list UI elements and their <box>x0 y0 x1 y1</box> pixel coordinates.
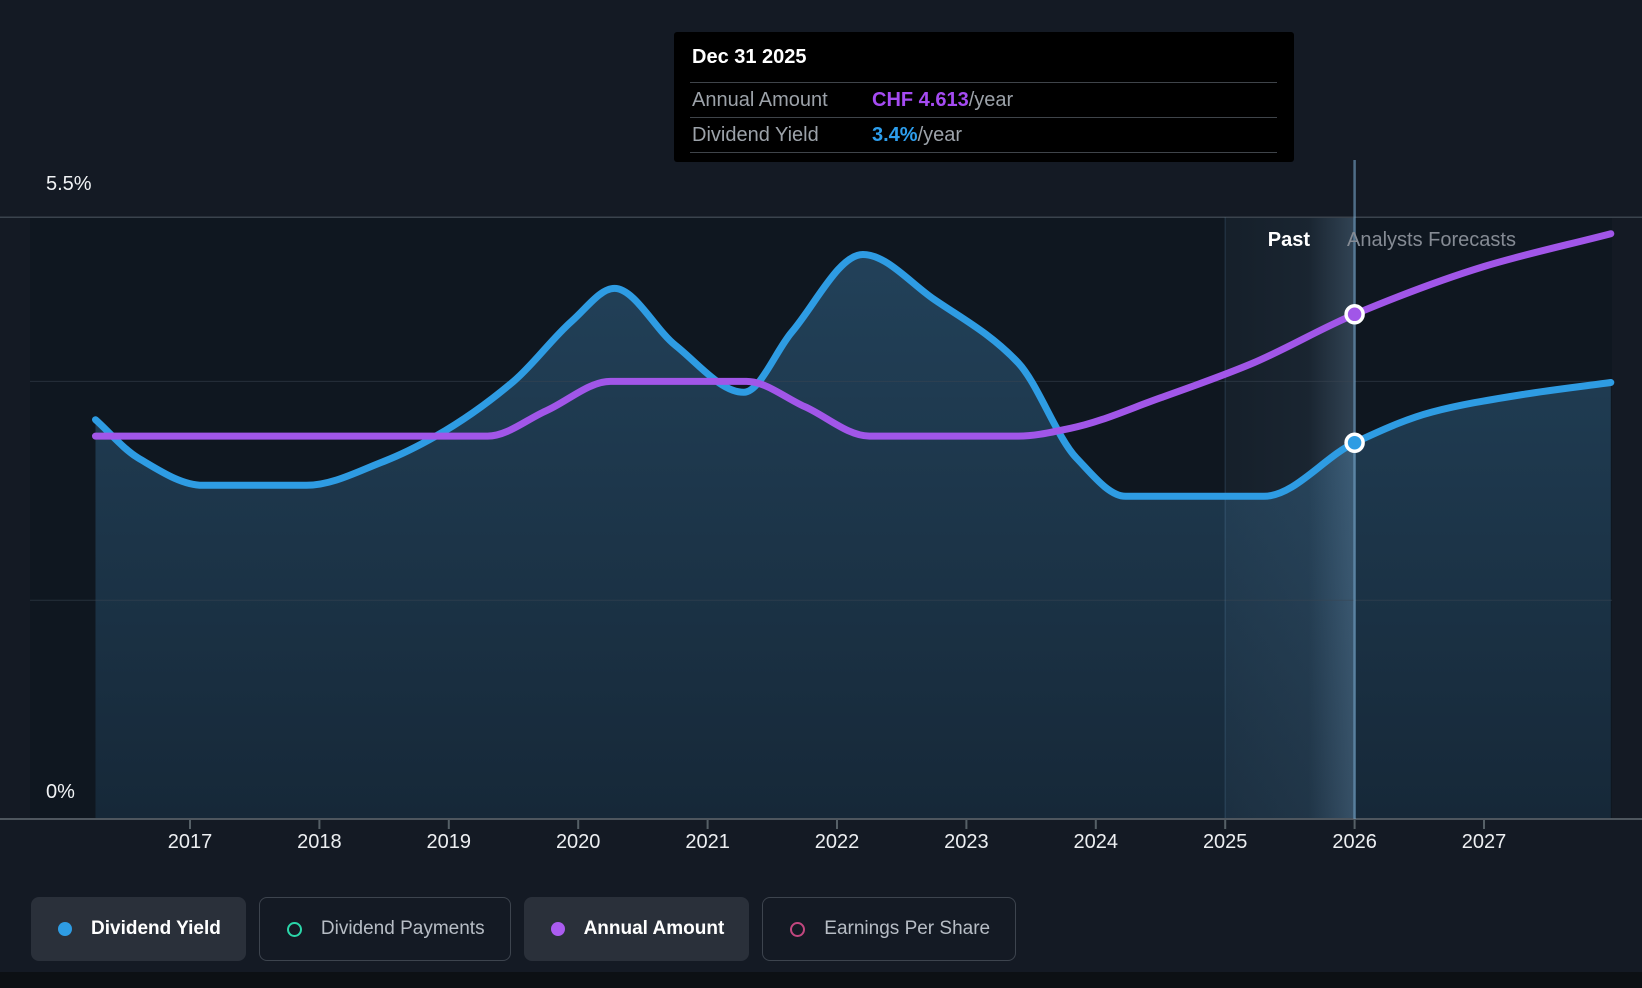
x-axis-label: 2027 <box>1462 831 1507 854</box>
x-axis-label: 2019 <box>427 831 472 854</box>
tooltip-value-dividend-yield: 3.4% <box>872 124 918 147</box>
x-axis-label: 2017 <box>168 831 213 854</box>
earnings-per-share-swatch-icon <box>790 922 805 937</box>
legend-item-label: Dividend Yield <box>91 918 221 940</box>
past-label: Past <box>1150 229 1310 252</box>
x-axis-label: 2025 <box>1203 831 1248 854</box>
legend-item-label: Annual Amount <box>584 918 725 940</box>
x-axis-label: 2018 <box>297 831 342 854</box>
y-axis-label-top: 5.5% <box>46 173 92 196</box>
chart-legend: Dividend Yield Dividend Payments Annual Am… <box>31 897 1016 961</box>
dividend-yield-marker[interactable] <box>1346 434 1363 451</box>
annual-amount-marker[interactable] <box>1346 306 1363 323</box>
dividend-payments-swatch-icon <box>287 922 302 937</box>
legend-item-dividend-yield[interactable]: Dividend Yield <box>31 897 246 961</box>
tooltip-bottom-rule <box>690 152 1277 162</box>
analysts-forecasts-label: Analysts Forecasts <box>1347 229 1516 252</box>
tooltip-suffix: /year <box>918 124 962 147</box>
annual-amount-swatch-icon <box>551 922 565 936</box>
x-axis-label: 2020 <box>556 831 601 854</box>
legend-item-dividend-payments[interactable]: Dividend Payments <box>259 897 511 961</box>
chart-tooltip: Dec 31 2025 Annual Amount CHF 4.613 /yea… <box>674 32 1294 162</box>
x-axis-ticks <box>190 819 1484 829</box>
tooltip-label: Dividend Yield <box>692 124 872 147</box>
tooltip-row-dividend-yield: Dividend Yield 3.4% /year <box>690 117 1277 152</box>
legend-item-label: Dividend Payments <box>321 918 485 940</box>
legend-item-label: Earnings Per Share <box>824 918 990 940</box>
x-axis-label: 2023 <box>944 831 989 854</box>
tooltip-date: Dec 31 2025 <box>674 32 1294 82</box>
x-axis-label: 2026 <box>1332 831 1377 854</box>
x-axis-labels: 2017 2018 2019 2020 2021 2022 2023 2024 2025 2026… <box>0 831 1642 857</box>
tooltip-value-annual-amount: CHF 4.613 <box>872 89 969 112</box>
x-axis-label: 2022 <box>815 831 860 854</box>
y-axis-label-bottom: 0% <box>46 781 75 804</box>
legend-item-annual-amount[interactable]: Annual Amount <box>524 897 750 961</box>
legend-item-earnings-per-share[interactable]: Earnings Per Share <box>762 897 1016 961</box>
tooltip-label: Annual Amount <box>692 89 872 112</box>
x-axis-label: 2021 <box>685 831 730 854</box>
x-axis-label: 2024 <box>1074 831 1119 854</box>
dividend-yield-swatch-icon <box>58 922 72 936</box>
tooltip-suffix: /year <box>969 89 1013 112</box>
bottom-section-divider <box>0 972 1642 988</box>
dividend-chart-page: 5.5% 0% 2017 2018 2019 2020 2021 2022 2023 2024… <box>0 0 1642 988</box>
tooltip-row-annual-amount: Annual Amount CHF 4.613 /year <box>690 82 1277 117</box>
